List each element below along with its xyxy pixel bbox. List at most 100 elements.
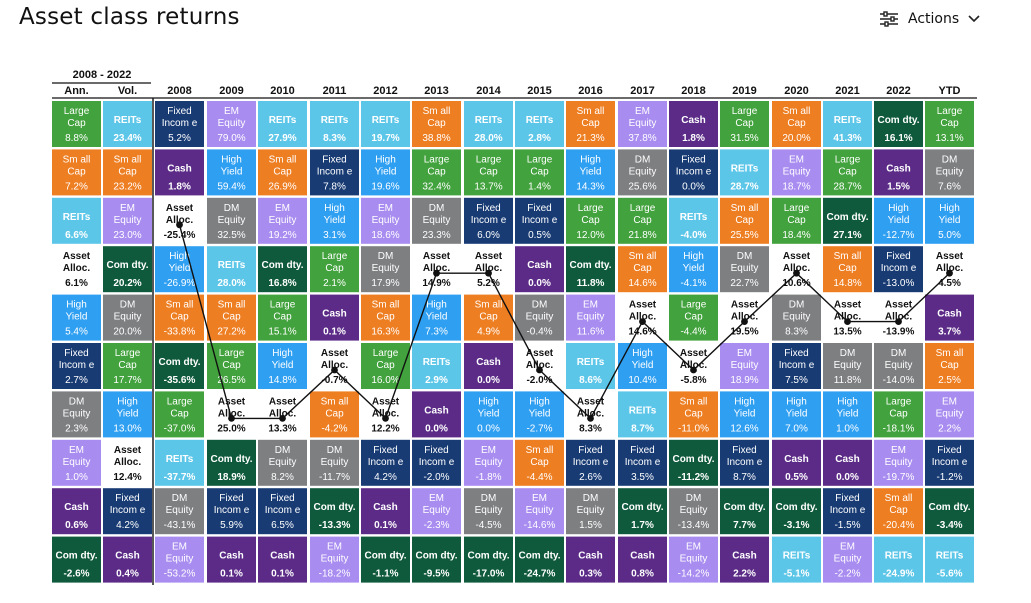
cell-reit [720, 149, 769, 196]
asset-allocation-marker [382, 415, 389, 422]
cell-value: 2.7% [65, 375, 88, 386]
cell-label: Cap [67, 118, 86, 129]
cell-lc [925, 101, 974, 147]
cell-label: Equity [783, 166, 811, 177]
cell-label: DM [69, 396, 85, 407]
cell-label: Equity [63, 408, 91, 419]
cell-value: 15.1% [268, 327, 296, 338]
cell-cash [720, 536, 769, 583]
cell-lc [258, 294, 307, 341]
page-title: Asset class returns [19, 4, 240, 30]
cell-sc [515, 439, 564, 486]
cell-com [925, 488, 974, 535]
cell-label: REITs [834, 115, 862, 126]
cell-value: 0.4% [116, 569, 139, 580]
cell-label: Sm all [885, 493, 913, 504]
cell-label: EM [891, 445, 906, 456]
cell-value: 14.8% [268, 375, 296, 386]
year-header: 2011 [323, 85, 347, 97]
cell-value: 12.0% [576, 230, 604, 241]
cell-value: -33.8% [164, 327, 196, 338]
cell-lc [772, 197, 821, 244]
cell-label: REITs [218, 260, 246, 271]
cell-label: Com dty. [313, 502, 355, 513]
cell-com [515, 536, 564, 583]
cell-label: Large [937, 106, 963, 117]
cell-dm [925, 149, 974, 196]
cell-label: High [837, 396, 858, 407]
cell-value: 6.6% [65, 230, 88, 241]
cell-value: -35.6% [164, 375, 196, 386]
cell-reit [207, 246, 256, 293]
cell-label: Large [322, 251, 348, 262]
cell-value: -5.1% [783, 569, 809, 580]
cell-reit [155, 439, 204, 486]
cell-dm [566, 488, 615, 535]
cell-label: Large [835, 154, 861, 165]
cell-label: Alloc. [885, 312, 912, 323]
cell-label: Fixed [732, 445, 756, 456]
cell-cash [258, 536, 307, 583]
cell-reit [669, 197, 718, 244]
cell-label: Fixed [476, 203, 500, 214]
cell-label: Yield [939, 215, 961, 226]
cell-label: Cap [838, 166, 857, 177]
cell-label: Incom e [214, 505, 250, 516]
cell-label: Equity [372, 263, 400, 274]
cell-label: Yield [683, 263, 705, 274]
cell-reit [258, 101, 307, 147]
asset-allocation-marker [946, 269, 953, 277]
cell-value: 2.2% [938, 423, 961, 434]
cell-fi [515, 197, 564, 244]
sliders-icon [879, 11, 899, 27]
cell-value: 19.6% [371, 181, 399, 192]
cell-label: Fixed [373, 445, 397, 456]
cell-value: -25.4% [164, 230, 196, 241]
cell-value: 1.5% [579, 520, 602, 531]
cell-value: 2.6% [579, 472, 602, 483]
cell-label: REITs [372, 115, 400, 126]
cell-label: Yield [324, 215, 346, 226]
cell-cash [52, 488, 101, 535]
cell-label: Equity [526, 505, 554, 516]
cell-lc [310, 246, 359, 293]
cell-value: -37.7% [164, 472, 196, 483]
cell-value: 4.2% [116, 520, 139, 531]
cell-label: DM [429, 203, 445, 214]
cell-value: 16.3% [371, 327, 399, 338]
cell-label: EM [942, 396, 957, 407]
asset-allocation-marker [331, 366, 338, 374]
cell-label: Incom e [779, 360, 815, 371]
cell-value: -1.1% [372, 569, 398, 580]
cell-label: DM [635, 154, 651, 165]
cell-label: Fixed [115, 493, 139, 504]
cell-em [207, 101, 256, 147]
cell-label: Fixed [630, 445, 654, 456]
cell-value: 11.8% [834, 375, 862, 386]
cell-label: Incom e [625, 457, 661, 468]
cell-label: Asset [269, 396, 297, 407]
cell-aa [874, 294, 923, 341]
cell-fi [618, 439, 667, 486]
cell-fi [310, 149, 359, 196]
cell-reit [925, 536, 974, 583]
cell-value: -5.6% [936, 569, 962, 580]
cell-value: 23.2% [113, 181, 141, 192]
cell-label: Asset [114, 445, 142, 456]
cell-label: Asset [834, 300, 862, 311]
cell-em [669, 536, 718, 583]
cell-label: High [117, 396, 138, 407]
cell-label: Equity [423, 215, 451, 226]
cell-com [772, 488, 821, 535]
actions-button[interactable]: Actions [879, 11, 980, 27]
cell-label: Asset [218, 396, 246, 407]
cell-aa [720, 294, 769, 341]
cell-label: DM [583, 493, 599, 504]
asset-allocation-marker [690, 366, 697, 374]
cell-em [772, 149, 821, 196]
cell-label: Com dty. [826, 212, 868, 223]
cell-dm [155, 488, 204, 535]
cell-em [310, 536, 359, 583]
cell-label: Large [115, 348, 141, 359]
cell-com [566, 246, 615, 293]
